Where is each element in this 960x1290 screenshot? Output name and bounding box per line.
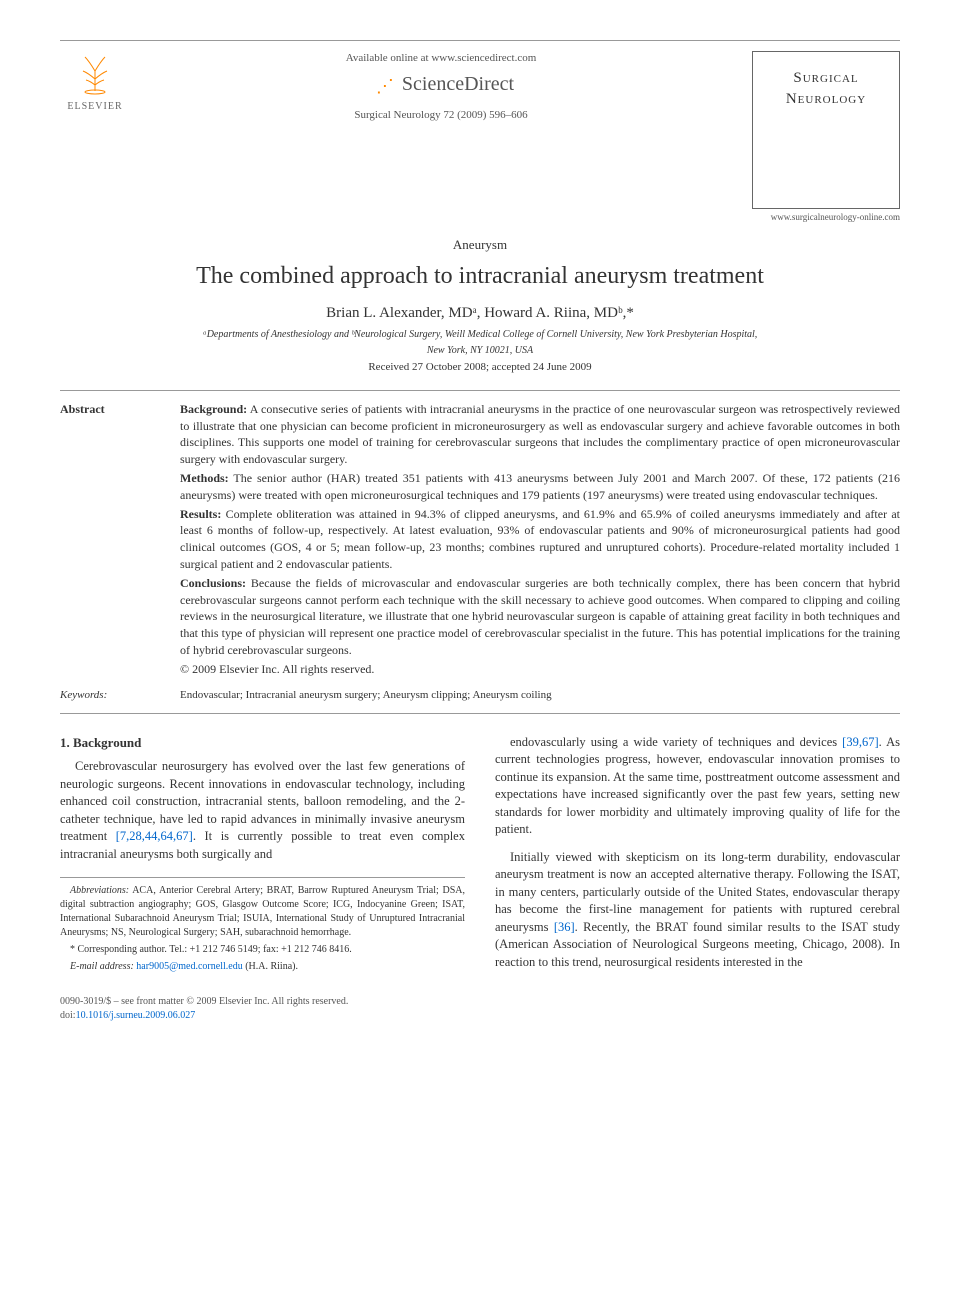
doi-label: doi: xyxy=(60,1010,76,1021)
ref-link-3[interactable]: [36] xyxy=(554,920,575,934)
keywords-text: Endovascular; Intracranial aneurysm surg… xyxy=(180,688,552,703)
ref-link-1[interactable]: [7,28,44,64,67] xyxy=(116,829,193,843)
available-online-text: Available online at www.sciencedirect.co… xyxy=(130,51,752,66)
col2-p1-a: endovascularly using a wide variety of t… xyxy=(510,735,842,749)
rule-bottom xyxy=(60,713,900,714)
right-column: endovascularly using a wide variety of t… xyxy=(495,734,900,982)
abstract-block: Abstract Background: A consecutive serie… xyxy=(60,401,900,680)
rule-top xyxy=(60,390,900,391)
col2-para1: endovascularly using a wide variety of t… xyxy=(495,734,900,839)
article-dates: Received 27 October 2008; accepted 24 Ju… xyxy=(60,360,900,375)
ref-link-2[interactable]: [39,67] xyxy=(842,735,878,749)
paper-title: The combined approach to intracranial an… xyxy=(60,260,900,294)
page-header: ELSEVIER Available online at www.science… xyxy=(60,40,900,224)
email-link[interactable]: har9005@med.cornell.edu xyxy=(136,961,242,972)
body-columns: 1. Background Cerebrovascular neurosurge… xyxy=(60,734,900,982)
journal-cover: Surgical Neurology xyxy=(752,51,900,209)
abstract-label: Abstract xyxy=(60,401,140,680)
conclusions-label: Conclusions: xyxy=(180,576,246,590)
journal-url: www.surgicalneurology-online.com xyxy=(752,211,900,224)
email-suffix: (H.A. Riina). xyxy=(243,961,298,972)
journal-name-line2: Neurology xyxy=(786,91,866,107)
abstract-text: Background: A consecutive series of pati… xyxy=(180,401,900,680)
conclusions-text: Because the fields of microvascular and … xyxy=(180,576,900,657)
front-matter: 0090-3019/$ – see front matter © 2009 El… xyxy=(60,995,900,1009)
elsevier-logo: ELSEVIER xyxy=(60,51,130,114)
affiliation-line1: ᵃDepartments of Anesthesiology and ᵇNeur… xyxy=(60,328,900,342)
elsevier-label: ELSEVIER xyxy=(60,100,130,114)
abbrev-label: Abbreviations: xyxy=(70,885,129,896)
background-text: A consecutive series of patients with in… xyxy=(180,402,900,466)
methods-label: Methods: xyxy=(180,471,229,485)
sciencedirect-text: ScienceDirect xyxy=(402,70,514,98)
section-1-heading: 1. Background xyxy=(60,734,465,752)
results-text: Complete obliteration was attained in 94… xyxy=(180,507,900,571)
doi-link[interactable]: 10.1016/j.surneu.2009.06.027 xyxy=(76,1010,196,1021)
sciencedirect-dots-icon xyxy=(368,74,398,94)
methods-text: The senior author (HAR) treated 351 pati… xyxy=(180,471,900,502)
elsevier-tree-icon xyxy=(60,51,130,100)
background-label: Background: xyxy=(180,402,247,416)
article-section: Aneurysm xyxy=(60,236,900,254)
col2-p1-b: . As current technologies progress, howe… xyxy=(495,735,900,837)
sciencedirect-logo: ScienceDirect xyxy=(130,70,752,98)
keywords-label: Keywords: xyxy=(60,688,140,703)
header-center: Available online at www.sciencedirect.co… xyxy=(130,51,752,124)
left-column: 1. Background Cerebrovascular neurosurge… xyxy=(60,734,465,982)
col2-para2: Initially viewed with skepticism on its … xyxy=(495,849,900,972)
email-label: E-mail address: xyxy=(70,961,136,972)
results-label: Results: xyxy=(180,507,221,521)
abstract-copyright: © 2009 Elsevier Inc. All rights reserved… xyxy=(180,661,900,678)
journal-name-line1: Surgical xyxy=(793,70,858,86)
authors: Brian L. Alexander, MDᵃ, Howard A. Riina… xyxy=(60,303,900,324)
col1-para1: Cerebrovascular neurosurgery has evolved… xyxy=(60,758,465,863)
citation-line: Surgical Neurology 72 (2009) 596–606 xyxy=(130,108,752,123)
corresponding-author: * Corresponding author. Tel.: +1 212 746… xyxy=(60,943,465,957)
journal-cover-block: Surgical Neurology www.surgicalneurology… xyxy=(752,51,900,224)
journal-name: Surgical Neurology xyxy=(761,68,891,110)
affiliation-line2: New York, NY 10021, USA xyxy=(60,344,900,358)
keywords-row: Keywords: Endovascular; Intracranial ane… xyxy=(60,688,900,703)
footer-block: 0090-3019/$ – see front matter © 2009 El… xyxy=(60,995,900,1023)
footnote-block: Abbreviations: ACA, Anterior Cerebral Ar… xyxy=(60,877,465,974)
